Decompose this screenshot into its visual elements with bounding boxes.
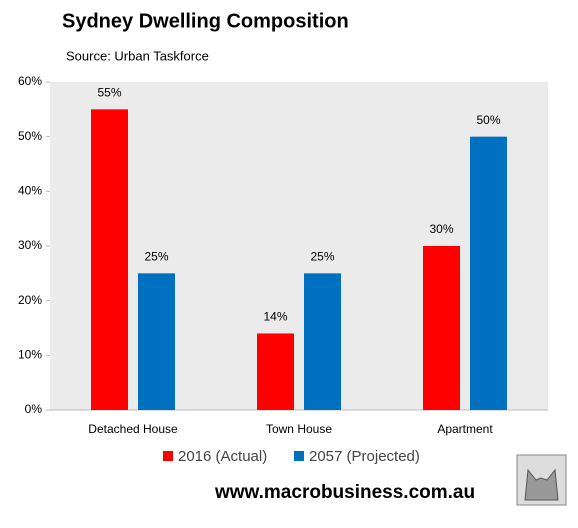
legend-label: 2016 (Actual) xyxy=(178,448,267,465)
bar xyxy=(423,246,460,410)
logo-wolf xyxy=(524,468,559,501)
bar xyxy=(91,109,128,410)
data-label: 25% xyxy=(310,250,334,264)
y-tick-label: 50% xyxy=(18,129,42,143)
y-tick-label: 40% xyxy=(18,184,42,198)
chart-title: Sydney Dwelling Composition xyxy=(62,10,349,32)
y-tick-label: 0% xyxy=(25,402,43,416)
bar xyxy=(138,273,175,410)
bar xyxy=(304,273,341,410)
chart-subtitle: Source: Urban Taskforce xyxy=(66,48,209,63)
legend-label: 2057 (Projected) xyxy=(309,448,420,465)
y-tick-label: 30% xyxy=(18,238,42,252)
y-tick-label: 60% xyxy=(18,74,42,88)
footer: www.macrobusiness.com.au xyxy=(214,482,475,503)
x-tick-label: Town House xyxy=(266,422,332,436)
bar xyxy=(257,333,294,410)
y-tick-label: 20% xyxy=(18,293,42,307)
y-tick-label: 10% xyxy=(18,348,42,362)
plot-area xyxy=(50,82,548,410)
x-tick-label: Detached House xyxy=(88,422,178,436)
data-label: 55% xyxy=(97,86,121,100)
data-label: 14% xyxy=(263,310,287,324)
data-label: 25% xyxy=(144,250,168,264)
legend-swatch xyxy=(163,451,173,461)
logo xyxy=(516,454,567,506)
data-label: 30% xyxy=(429,222,453,236)
x-tick-label: Apartment xyxy=(437,422,493,436)
data-label: 50% xyxy=(476,113,500,127)
legend-swatch xyxy=(294,451,304,461)
bar xyxy=(470,136,507,410)
